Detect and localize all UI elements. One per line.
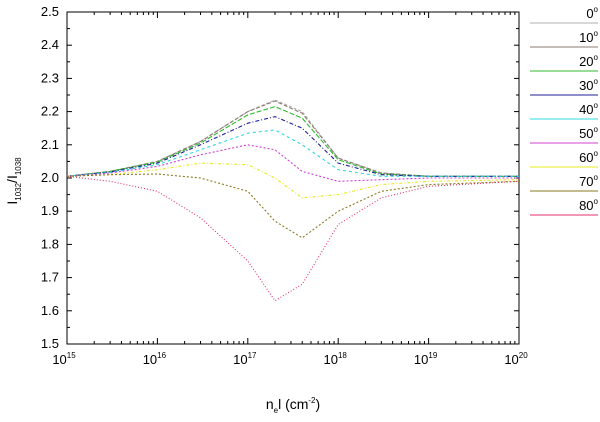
x-axis-title: nel (cm-2) xyxy=(266,396,320,415)
x-tick-label: 1017 xyxy=(233,351,257,367)
series-line-60 xyxy=(66,162,520,199)
series-line-80 xyxy=(66,175,520,302)
series-line-0 xyxy=(66,99,519,177)
y-tick-label: 2.0 xyxy=(41,170,59,185)
legend-label-70: 70o xyxy=(579,173,598,189)
legend: 0o 10o 20o 30o 40o 50o 60o 70o 80o xyxy=(530,5,599,216)
legend-label-80: 80o xyxy=(579,197,598,213)
y-tick-label: 2.1 xyxy=(41,137,59,152)
y-axis-ticks: 1.5 1.6 1.7 1.8 1.9 2.0 2.1 2.2 2.3 2.4 2.5 xyxy=(41,4,519,351)
legend-label-50: 50o xyxy=(579,125,598,141)
legend-label-30: 30o xyxy=(579,77,598,93)
series-line-40 xyxy=(66,129,519,177)
x-axis-ticks: 1015 1016 1017 1018 1019 1020 xyxy=(52,12,528,367)
series-line-30 xyxy=(66,116,519,177)
y-tick-label: 1.6 xyxy=(41,303,59,318)
y-tick-label: 2.4 xyxy=(41,37,59,52)
x-tick-label: 1015 xyxy=(52,351,76,367)
series-lines xyxy=(66,99,520,302)
series-line-10 xyxy=(66,100,519,177)
legend-label-60: 60o xyxy=(579,149,598,165)
legend-label-0: 0o xyxy=(586,5,598,21)
legend-label-10: 10o xyxy=(579,29,598,45)
y-tick-label: 2.2 xyxy=(41,104,59,119)
y-tick-label: 1.5 xyxy=(41,336,59,351)
y-tick-label: 2.3 xyxy=(41,70,59,85)
y-tick-label: 1.7 xyxy=(41,270,59,285)
x-tick-label: 1019 xyxy=(414,351,438,367)
x-tick-label: 1016 xyxy=(143,351,167,367)
legend-label-40: 40o xyxy=(579,101,598,117)
series-line-70 xyxy=(66,173,520,239)
y-tick-label: 1.8 xyxy=(41,236,59,251)
legend-label-20: 20o xyxy=(579,53,598,69)
x-tick-label: 1020 xyxy=(504,351,528,367)
y-axis-title: I1032/I1038 xyxy=(4,157,23,205)
x-tick-label: 1018 xyxy=(324,351,348,367)
y-tick-label: 2.5 xyxy=(41,4,59,19)
series-line-20 xyxy=(66,106,519,177)
y-tick-label: 1.9 xyxy=(41,203,59,218)
